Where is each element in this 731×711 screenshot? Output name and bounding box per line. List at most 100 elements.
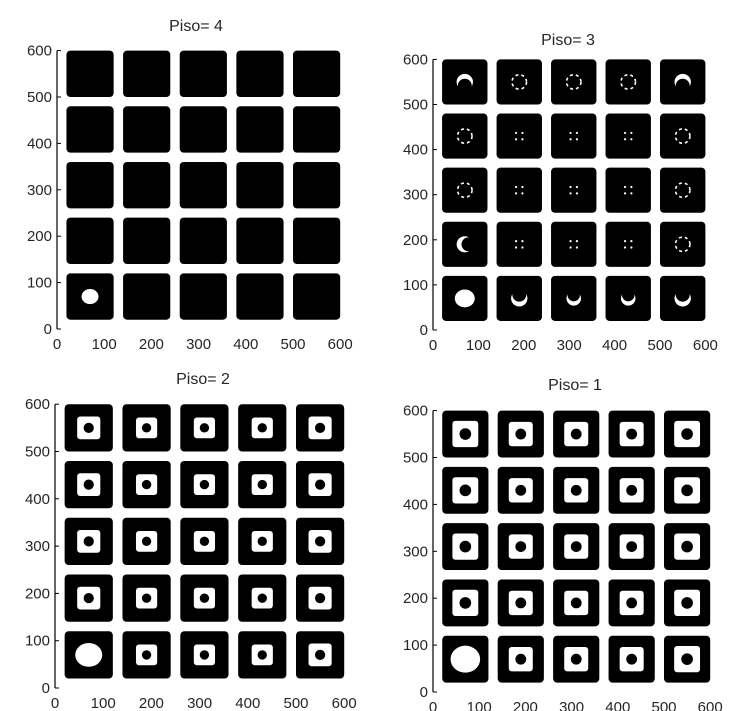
opening-dot	[521, 240, 524, 243]
marker-block	[293, 50, 341, 97]
opening-dot	[514, 240, 518, 243]
crescent-cut	[675, 287, 690, 302]
opening-dot	[569, 246, 572, 249]
opening-dot	[521, 185, 524, 189]
x-tick-label: 100	[92, 336, 117, 353]
opening-dot	[521, 138, 524, 141]
opening-core	[459, 597, 472, 609]
opening-core	[199, 650, 210, 660]
opening-core	[141, 479, 152, 490]
marker-block	[605, 113, 651, 159]
y-tick-label: 500	[403, 97, 428, 114]
marker-block	[66, 50, 114, 97]
opening-core	[141, 650, 152, 660]
opening-dot	[575, 240, 579, 243]
x-tick-label: 600	[332, 695, 357, 711]
opening-core	[199, 423, 210, 433]
marker-block	[605, 221, 651, 267]
opening-core	[515, 428, 527, 440]
opening-dot	[514, 185, 518, 189]
marker-block	[123, 161, 171, 209]
marker-block	[660, 221, 706, 267]
subplot-piso-2: Piso= 2 0 100 200 300 400 500 600 0 100 200 300 40…	[25, 371, 357, 711]
opening-dot	[521, 192, 524, 195]
opening-core	[199, 479, 210, 490]
opening-crescent	[566, 289, 582, 306]
subplot-piso-4: Piso= 4 0 100 200 300 400 500 600 0 100 200 300 40…	[27, 18, 353, 353]
y-tick-label: 100	[25, 633, 50, 650]
opening-dot	[569, 138, 572, 141]
opening-blob	[81, 289, 99, 305]
opening-dot	[569, 240, 572, 243]
marker-block	[179, 273, 227, 320]
opening-core	[626, 428, 638, 440]
opening-core	[257, 593, 267, 603]
y-axis-ticks: 0 100 200 300 400 500 600	[403, 403, 437, 701]
opening-core	[459, 428, 472, 440]
opening-dot	[623, 240, 627, 243]
marker-block	[66, 161, 114, 209]
opening-core	[314, 422, 326, 433]
marker-block	[179, 161, 227, 209]
opening-ring	[456, 182, 473, 199]
y-tick-label: 600	[25, 396, 50, 413]
y-tick-label: 200	[25, 585, 50, 602]
opening-crescent	[674, 73, 691, 93]
y-tick-label: 300	[403, 543, 428, 560]
marker-block	[293, 161, 341, 209]
x-tick-label: 100	[91, 695, 116, 711]
x-tick-label: 0	[429, 337, 437, 354]
marker-block	[236, 273, 284, 320]
opening-dots	[623, 240, 633, 249]
x-tick-label: 500	[283, 695, 308, 711]
opening-core	[141, 593, 152, 603]
subplot-piso-1: Piso= 1 0 100 200 300 400 500 600 0 100 200 300 40…	[403, 377, 723, 711]
crescent-cut	[512, 287, 527, 302]
opening-core	[515, 484, 527, 496]
opening-ring	[674, 182, 691, 199]
opening-core	[515, 597, 527, 609]
subplot-title: Piso= 3	[541, 32, 595, 49]
crescent-cut	[457, 78, 472, 93]
y-tick-label: 100	[403, 637, 428, 654]
opening-dot	[630, 131, 633, 135]
y-tick-label: 300	[25, 538, 50, 555]
x-axis-ticks: 0 100 200 300 400 500 600	[51, 695, 357, 711]
opening-core	[314, 479, 326, 490]
opening-core	[199, 593, 210, 603]
opening-core	[626, 541, 638, 553]
opening-blob	[454, 289, 475, 308]
plot-area	[432, 410, 711, 692]
opening-core	[681, 653, 693, 665]
opening-core	[83, 593, 94, 604]
opening-dot	[514, 131, 518, 135]
x-tick-label: 300	[187, 695, 212, 711]
marker-block	[551, 113, 597, 159]
opening-core	[314, 649, 326, 660]
opening-dots	[623, 185, 633, 195]
opening-crescent	[511, 287, 528, 307]
x-tick-label: 0	[51, 695, 59, 711]
marker-block	[123, 50, 171, 97]
marker-block	[551, 59, 597, 105]
opening-core	[257, 479, 267, 490]
opening-dots	[569, 240, 579, 249]
opening-crescent	[456, 73, 473, 93]
opening-crescent	[456, 236, 476, 253]
crescent-cut	[567, 289, 580, 302]
opening-dot	[575, 246, 579, 249]
opening-dot	[521, 131, 524, 135]
y-tick-label: 500	[403, 450, 428, 467]
x-tick-label: 500	[647, 337, 672, 354]
x-tick-label: 500	[651, 699, 676, 711]
opening-dot	[569, 185, 572, 189]
opening-ring	[511, 73, 528, 90]
opening-core	[141, 536, 152, 547]
opening-dot	[521, 246, 524, 249]
opening-core	[515, 653, 527, 665]
y-tick-label: 0	[420, 322, 428, 339]
opening-core	[314, 593, 326, 604]
marker-block	[236, 217, 284, 265]
y-tick-label: 300	[403, 187, 428, 204]
opening-ring	[565, 73, 582, 90]
